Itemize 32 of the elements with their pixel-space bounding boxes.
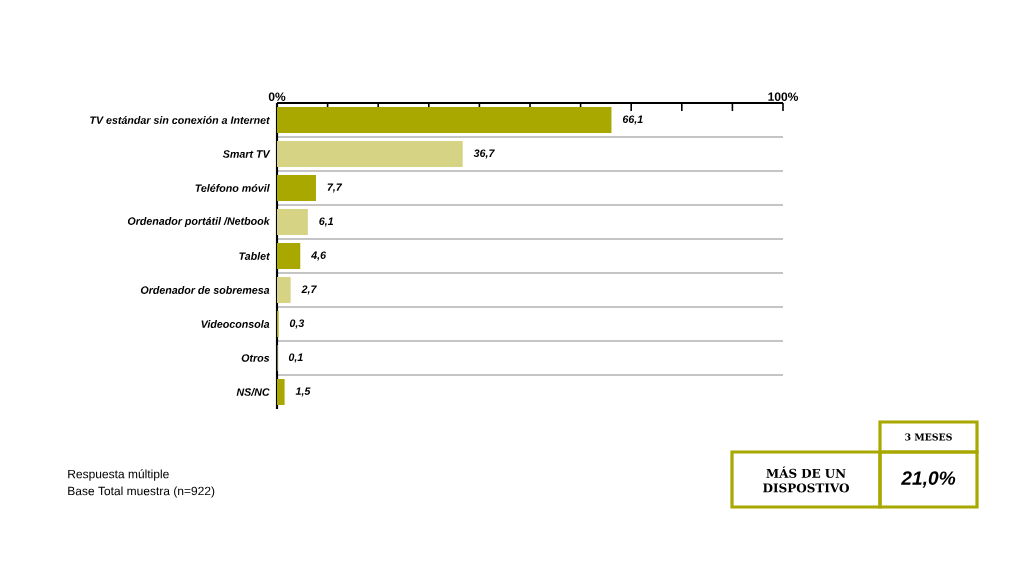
- y-tick-label: Ordenador portátil /Netbook: [127, 216, 271, 228]
- y-tick-label: NS/NC: [236, 388, 270, 396]
- text: 3 MESES: [905, 433, 952, 441]
- data-label: 36,7: [473, 149, 495, 159]
- y-tick-label: Ordenador de sobremesa: [140, 286, 270, 294]
- text: 21,0%: [901, 471, 956, 488]
- bar: [277, 107, 612, 133]
- bar: [277, 175, 316, 201]
- y-tick-label: TV estándar sin conexión a Internet: [90, 116, 270, 124]
- data-label: 0,1: [288, 353, 303, 363]
- y-tick-label: Smart TV: [222, 150, 271, 158]
- y-tick-label: Otros: [241, 354, 270, 362]
- x-tick-label: 100%: [768, 92, 799, 101]
- bar: [277, 141, 463, 167]
- data-label: 2,7: [301, 285, 317, 295]
- data-label: 4,6: [311, 251, 327, 261]
- y-tick-label: Teléfono móvil: [195, 184, 270, 192]
- bar: [277, 209, 308, 235]
- bar: [277, 277, 291, 303]
- x-tick-label: 0%: [268, 92, 286, 101]
- data-label: 7,7: [327, 183, 343, 193]
- y-tick-label: Tablet: [239, 252, 270, 260]
- data-label: 0,3: [289, 319, 305, 329]
- bar: [277, 243, 301, 269]
- data-label: 6,1: [319, 217, 334, 227]
- text: Base Total muestra (n=922): [68, 486, 215, 498]
- bar: [277, 378, 285, 405]
- data-label: 1,5: [295, 387, 311, 397]
- y-tick-label: Videoconsola: [201, 320, 270, 328]
- text: MÁS DE UN DISPOSTIVO: [763, 466, 849, 493]
- text: Respuesta múltiple: [68, 469, 169, 481]
- data-label: 66,1: [622, 115, 643, 125]
